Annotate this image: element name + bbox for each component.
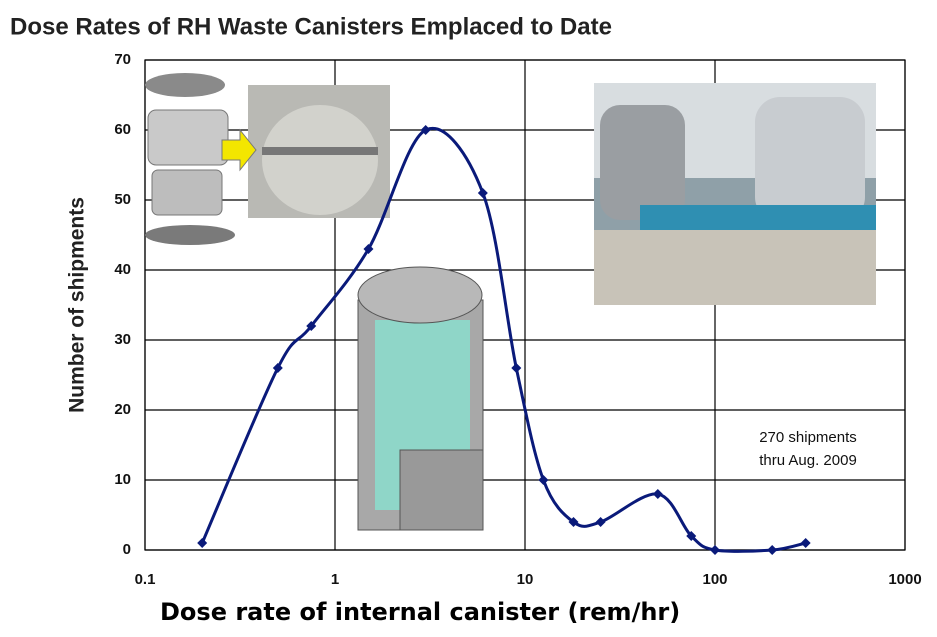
chart-title: Dose Rates of RH Waste Canisters Emplace…: [10, 13, 612, 40]
y-tick-label: 30: [114, 331, 131, 348]
photo-band: [262, 147, 378, 155]
marker: [197, 538, 207, 548]
marker: [801, 538, 811, 548]
annotation: 270 shipments: [759, 429, 857, 446]
x-tick-label: 100: [702, 571, 727, 588]
marker: [710, 545, 720, 555]
marker: [538, 475, 548, 485]
y-tick-label: 40: [114, 261, 131, 278]
marker: [273, 363, 283, 373]
y-tick-label: 20: [114, 401, 131, 418]
photo-canister-shape: [262, 105, 378, 215]
x-tick-label: 1000: [888, 571, 921, 588]
photo-ground: [594, 230, 876, 305]
photo-cask-right: [755, 97, 865, 222]
marker: [478, 188, 488, 198]
marker: [653, 489, 663, 499]
photo-trailer: [640, 205, 876, 230]
chart: Dose Rates of RH Waste Canisters Emplace…: [0, 0, 937, 637]
marker: [511, 363, 521, 373]
x-tick-label: 1: [331, 571, 339, 588]
y-axis-label: Number of shipments: [66, 197, 89, 413]
x-tick-label: 10: [517, 571, 534, 588]
annotation: thru Aug. 2009: [759, 452, 857, 469]
marker: [596, 517, 606, 527]
y-tick-label: 50: [114, 191, 131, 208]
x-tick-label: 0.1: [135, 571, 156, 588]
canister-cutaway: [358, 267, 483, 530]
y-tick-label: 0: [123, 541, 131, 558]
x-axis-label: Dose rate of internal canister (rem/hr): [160, 598, 680, 626]
y-tick-label: 10: [114, 471, 131, 488]
y-tick-label: 60: [114, 121, 131, 138]
y-tick-label: 70: [114, 51, 131, 68]
marker: [767, 545, 777, 555]
photo-cask-left: [600, 105, 685, 220]
